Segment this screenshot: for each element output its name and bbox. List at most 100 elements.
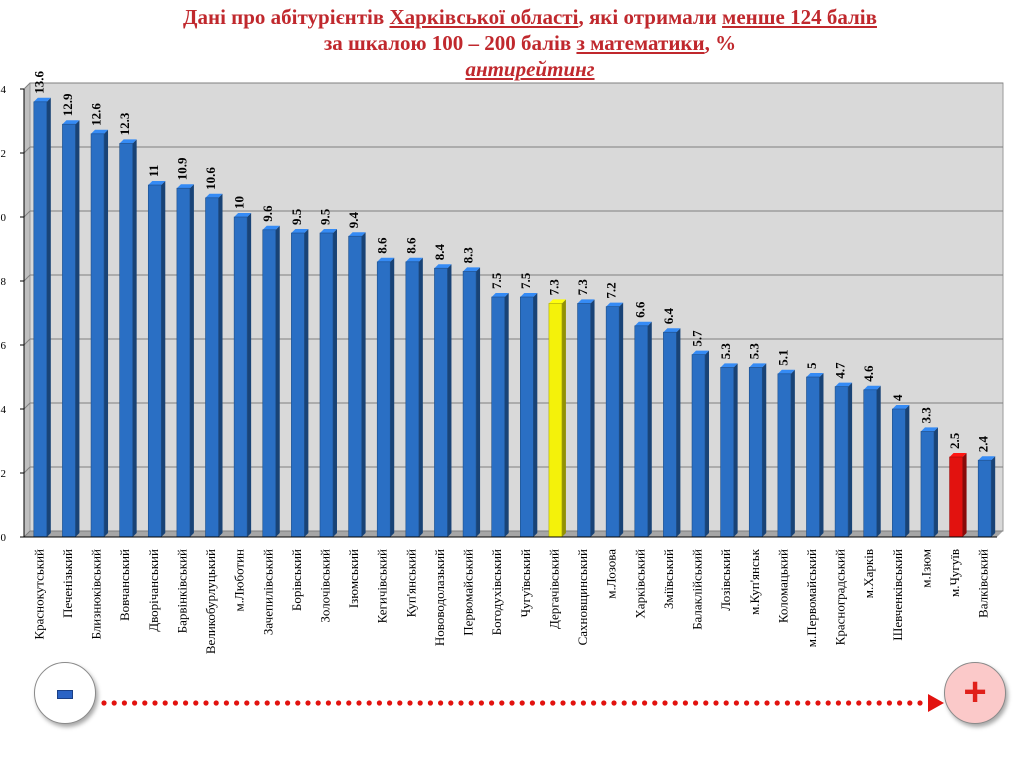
data-label: 2.4 — [976, 435, 991, 452]
data-labels: 13.6 12.9 12.6 12.3 11 10.9 10.6 10 9.6 9.5 9.5 9.4… — [31, 71, 990, 453]
x-tick-label: Богодухівський — [489, 549, 504, 635]
bar — [319, 229, 337, 538]
bar-front — [605, 306, 620, 538]
data-label: 5.3 — [747, 343, 762, 360]
arrow-dot — [744, 700, 750, 706]
bar — [777, 369, 795, 538]
bar-side — [619, 302, 624, 537]
x-tick-label: Шевченківський — [890, 549, 905, 641]
y-tick-label: 14 — [0, 84, 7, 96]
arrow-dot — [264, 700, 270, 706]
arrow-dot — [611, 700, 617, 706]
arrow-dot — [489, 700, 495, 706]
bar — [920, 427, 938, 538]
x-tick-label: Куп'янський — [403, 549, 418, 617]
arrow-dot — [193, 700, 199, 706]
bar — [834, 382, 853, 538]
bar — [33, 97, 51, 538]
x-tick-label: Валківський — [976, 549, 991, 618]
bar-front — [205, 197, 219, 538]
bar-front — [491, 296, 505, 538]
bar-side — [247, 213, 252, 537]
bar-top — [434, 264, 452, 269]
arrow-dot — [764, 700, 770, 706]
bar-top — [262, 225, 280, 230]
bar — [520, 293, 538, 538]
arrow-dot — [529, 700, 536, 706]
data-label: 9.6 — [260, 205, 275, 222]
arrow-dot — [336, 700, 342, 706]
bar-side — [705, 350, 710, 537]
data-label: 8.6 — [403, 237, 418, 254]
bar-front — [892, 408, 906, 538]
bar-side — [647, 321, 652, 537]
x-tick-label: Близнюківський — [89, 549, 104, 640]
bar-front — [62, 123, 76, 538]
arrow-dot — [295, 700, 301, 706]
bar-front — [147, 184, 162, 538]
x-tick-label: Зачепилівський — [260, 549, 275, 635]
arrow-dot — [693, 700, 699, 706]
arrow-dot — [356, 700, 362, 706]
arrow-dot — [631, 700, 638, 706]
y-tick-label: 10 — [0, 212, 7, 224]
arrow-dot — [325, 700, 331, 706]
data-label: 7.5 — [518, 272, 533, 289]
bar-front — [863, 389, 878, 538]
arrow-dot — [162, 700, 168, 706]
bar-front — [176, 187, 191, 538]
bar — [577, 299, 595, 538]
bar — [663, 328, 681, 538]
title-text: , % — [704, 31, 737, 55]
bar-top — [520, 293, 538, 297]
arrow-dot — [142, 700, 148, 706]
arrow-dot — [591, 700, 597, 706]
arrow-dot — [468, 700, 474, 706]
data-label: 2.5 — [947, 432, 962, 449]
data-label: 8.6 — [375, 237, 390, 254]
bar-top — [806, 373, 824, 377]
plot-floor — [24, 531, 1003, 537]
bar — [462, 267, 481, 538]
bar-side — [533, 293, 538, 537]
x-tick-label: Золочівський — [317, 549, 332, 623]
y-tick-label: 0 — [1, 532, 7, 544]
bar-front — [634, 325, 649, 538]
arrow-dot — [784, 700, 791, 706]
arrow-dot — [407, 700, 413, 706]
arrow-dot — [672, 700, 678, 706]
grid-line — [23, 210, 31, 218]
data-label: 7.2 — [604, 282, 619, 298]
bar-side — [819, 373, 824, 537]
arrow-dot — [601, 700, 607, 706]
bar-front — [720, 367, 734, 538]
x-tick-label: Балаклійський — [690, 549, 705, 630]
bar — [376, 257, 395, 538]
bar-front — [834, 386, 849, 538]
bar-front — [348, 235, 362, 538]
arrow-dot — [652, 700, 658, 706]
bar-side — [418, 257, 423, 537]
bar-front — [33, 101, 48, 538]
bar — [949, 453, 967, 538]
direction-arrow — [101, 694, 944, 712]
bar-top — [319, 229, 337, 233]
bar-side — [275, 225, 280, 538]
bar-side — [304, 229, 309, 537]
bar — [634, 321, 652, 538]
bar-side — [132, 139, 137, 537]
bar-front — [920, 431, 935, 538]
arrow-dot — [183, 700, 189, 706]
y-tick-label: 8 — [1, 276, 7, 288]
data-label: 7.3 — [546, 279, 561, 296]
bar — [892, 405, 910, 538]
arrow-dot — [376, 700, 382, 706]
title-text: Дані про абітурієнтів — [183, 5, 390, 29]
chart-title: Дані про абітурієнтів Харківської област… — [0, 4, 1024, 82]
bar-front — [577, 303, 591, 538]
bar-top — [176, 184, 194, 189]
grid-line — [23, 338, 31, 346]
bar-side — [189, 184, 194, 537]
bar-side — [733, 363, 738, 537]
bar-front — [748, 367, 763, 538]
